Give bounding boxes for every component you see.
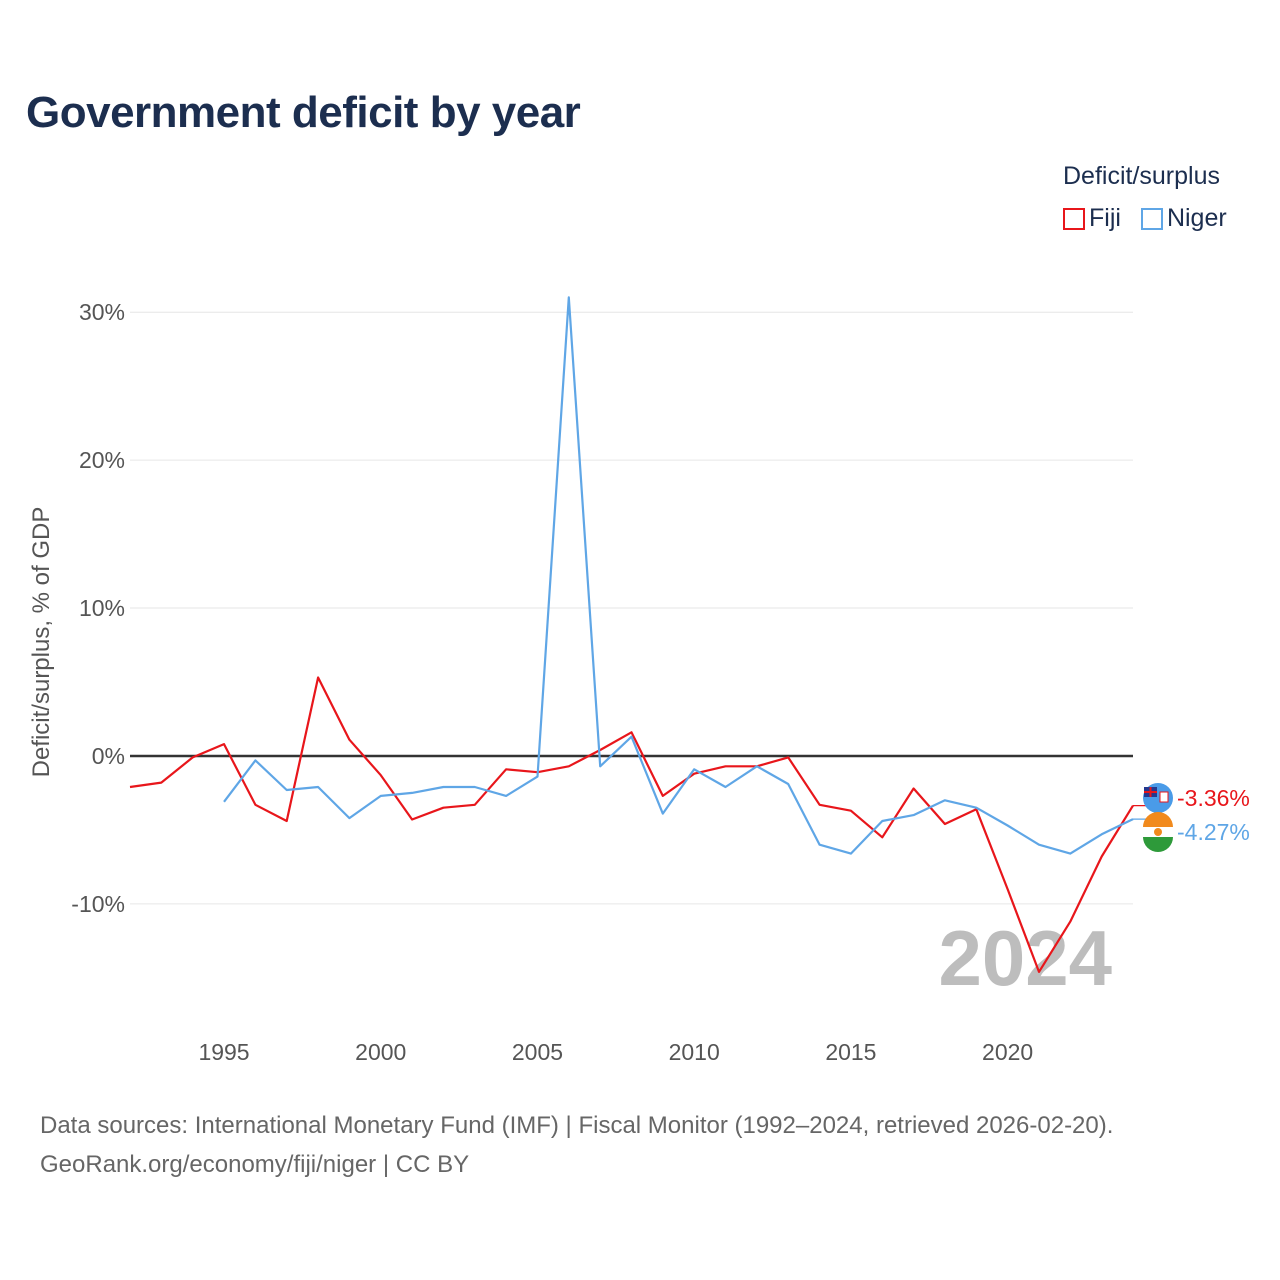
source-note: Data sources: International Monetary Fun… (40, 1106, 1113, 1184)
end-value-label-niger: -4.27% (1177, 819, 1250, 845)
series-line-fiji[interactable] (129, 676, 1134, 974)
chart-title: Government deficit by year (26, 88, 581, 137)
x-tick-label: 2020 (982, 1039, 1033, 1065)
legend-label-niger: Niger (1166, 204, 1227, 232)
x-tick-label: 2015 (825, 1039, 876, 1065)
source-line-2[interactable]: GeoRank.org/economy/fiji/niger | CC BY (40, 1151, 470, 1178)
legend: Fiji Niger (1063, 204, 1227, 233)
legend-title: Deficit/surplus (1063, 162, 1220, 190)
legend-item-fiji[interactable]: Fiji (1063, 204, 1121, 233)
legend-label-fiji: Fiji (1089, 204, 1121, 232)
y-tick-label: 30% (79, 299, 125, 325)
year-watermark: 2024 (938, 914, 1112, 1002)
end-value-label-fiji: -3.36% (1177, 785, 1250, 811)
y-tick-label: 20% (79, 447, 125, 473)
x-tick-label: 1995 (198, 1039, 249, 1065)
series-line-niger[interactable] (223, 296, 1134, 855)
x-tick-label: 2000 (355, 1039, 406, 1065)
legend-swatch-fiji (1063, 207, 1085, 230)
y-tick-label: 0% (92, 743, 125, 769)
niger-flag-sun (1154, 828, 1162, 836)
niger-flag-green-band (1143, 837, 1173, 852)
legend-item-niger[interactable]: Niger (1140, 204, 1227, 233)
y-tick-label: 10% (79, 595, 125, 621)
y-tick-label: -10% (71, 891, 125, 917)
x-tick-label: 2005 (512, 1039, 563, 1065)
legend-swatch-niger (1140, 207, 1163, 230)
niger-flag-orange-band (1143, 812, 1173, 827)
source-line-1: Data sources: International Monetary Fun… (40, 1112, 1114, 1139)
fiji-flag-shield (1159, 791, 1169, 803)
x-tick-label: 2010 (669, 1039, 720, 1065)
